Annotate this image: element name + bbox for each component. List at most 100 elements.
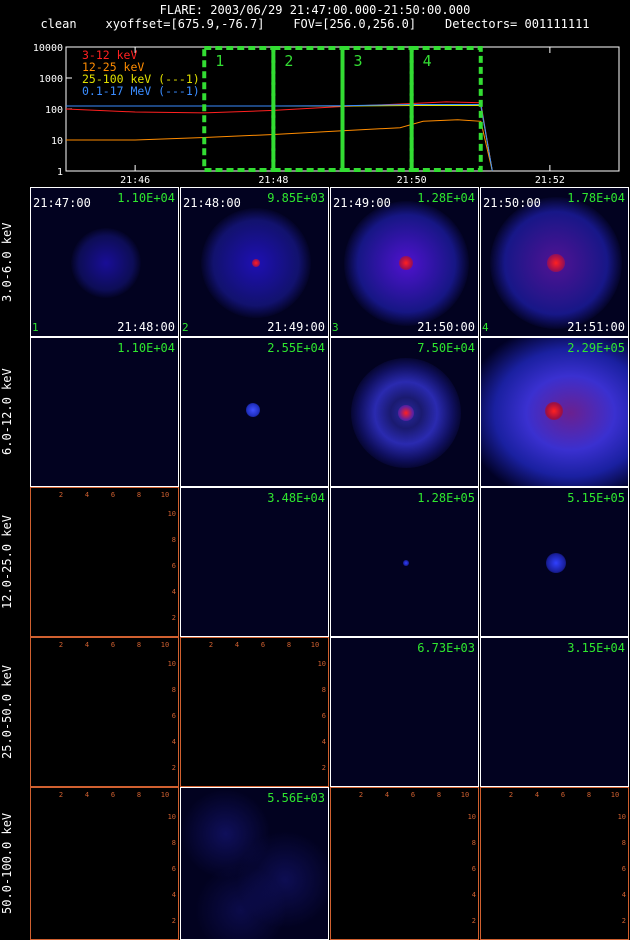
x-tick-label: 21:46 <box>120 175 150 186</box>
image-max-label: 1.78E+04 <box>567 191 625 205</box>
legend-entry: 0.1-17 MeV (---1) <box>82 84 200 98</box>
x-tick-label: 21:48 <box>258 175 288 186</box>
empty-y-tick: 2 <box>472 917 476 925</box>
empty-y-tick: 10 <box>318 660 326 668</box>
flare-title: FLARE: 2003/06/29 21:47:00.000-21:50:00.… <box>159 3 471 17</box>
image-panel: 5.15E+05 <box>480 487 629 637</box>
image-panel: 7.50E+04 <box>330 337 479 487</box>
source-core <box>545 402 563 420</box>
image-panel: 1.78E+04 21:50:00 21:51:00 4 <box>480 187 629 337</box>
series-line <box>66 119 493 172</box>
image-max-label: 6.73E+03 <box>417 641 475 655</box>
image-max-label: 1.28E+05 <box>417 491 475 505</box>
interval-label: 2 <box>284 52 293 70</box>
empty-x-tick: 2 <box>359 791 363 799</box>
empty-y-tick: 6 <box>172 712 176 720</box>
interval-box <box>340 46 414 172</box>
empty-x-tick: 6 <box>261 641 265 649</box>
image-panel: 2 2 4 4 6 6 8 8 10 10 <box>480 787 629 940</box>
legend-entry: 3-12 keV <box>82 48 137 62</box>
empty-axis: 2 2 4 4 6 6 8 8 10 10 <box>509 791 626 925</box>
empty-y-tick: 6 <box>322 712 326 720</box>
interval-index-label: 4 <box>482 321 489 334</box>
image-panel: 2 2 4 4 6 6 8 8 10 10 <box>330 787 479 940</box>
interval-box <box>202 46 276 172</box>
image-panel: 2.29E+05 <box>480 337 629 487</box>
y-tick-label: 100 <box>45 105 63 116</box>
image-grid: 3.0-6.0 keV 1.10E+04 21:47:00 21:48:00 1 9.85… <box>0 187 630 940</box>
empty-x-tick: 8 <box>587 791 591 799</box>
image-max-label: 7.50E+04 <box>417 341 475 355</box>
empty-axis-ticks: 2 2 4 4 6 6 8 8 10 10 <box>181 638 328 786</box>
time-end-label: 21:48:00 <box>117 320 175 334</box>
empty-x-tick: 2 <box>59 491 63 499</box>
image-max-label: 3.15E+04 <box>567 641 625 655</box>
image-panel: 2 2 4 4 6 6 8 8 10 10 <box>30 637 179 787</box>
y-tick-label: 1 <box>57 167 63 178</box>
empty-x-tick: 8 <box>137 491 141 499</box>
empty-axis-ticks: 2 2 4 4 6 6 8 8 10 10 <box>331 788 478 939</box>
source-core <box>399 256 413 270</box>
empty-x-tick: 10 <box>611 791 619 799</box>
empty-y-tick: 4 <box>322 738 326 746</box>
time-end-label: 21:50:00 <box>417 320 475 334</box>
image-max-label: 5.56E+03 <box>267 791 325 805</box>
image-max-label: 1.10E+04 <box>117 191 175 205</box>
empty-axis: 2 2 4 4 6 6 8 8 10 10 <box>359 791 476 925</box>
image-panel: 3.15E+04 <box>480 637 629 787</box>
y-tick-label: 10000 <box>33 43 63 54</box>
empty-x-tick: 2 <box>509 791 513 799</box>
source-halo <box>71 228 141 298</box>
empty-y-tick: 2 <box>622 917 626 925</box>
empty-x-tick: 2 <box>209 641 213 649</box>
time-start-label: 21:49:00 <box>333 196 391 210</box>
energy-band-label: 6.0-12.0 keV <box>0 368 14 456</box>
empty-y-tick: 6 <box>172 562 176 570</box>
y-tick-label: 10 <box>51 136 63 147</box>
legend-entry: 12-25 keV <box>82 60 144 74</box>
empty-y-tick: 10 <box>468 813 476 821</box>
empty-axis-ticks: 2 2 4 4 6 6 8 8 10 10 <box>481 788 628 939</box>
empty-y-tick: 2 <box>322 764 326 772</box>
empty-y-tick: 8 <box>322 686 326 694</box>
interval-label: 3 <box>354 52 363 70</box>
image-panel: 1.10E+04 21:47:00 21:48:00 1 <box>30 187 179 337</box>
image-params: clean xyoffset=[675.9,-76.7] FOV=[256.0,… <box>40 17 590 31</box>
empty-x-tick: 6 <box>411 791 415 799</box>
source-core <box>546 553 566 573</box>
source-core <box>403 560 409 566</box>
empty-y-tick: 4 <box>622 891 626 899</box>
empty-y-tick: 10 <box>168 510 176 518</box>
image-max-label: 2.55E+04 <box>267 341 325 355</box>
empty-y-tick: 4 <box>172 891 176 899</box>
image-panel: 1.28E+04 21:49:00 21:50:00 3 <box>330 187 479 337</box>
empty-x-tick: 10 <box>311 641 319 649</box>
empty-x-tick: 4 <box>235 641 239 649</box>
image-max-label: 1.10E+04 <box>117 341 175 355</box>
legend-entry: 25-100 keV (---1) <box>82 72 200 86</box>
x-tick-label: 21:50 <box>397 175 427 186</box>
energy-band-label: 12.0-25.0 keV <box>0 515 14 609</box>
empty-y-tick: 8 <box>172 686 176 694</box>
image-panel: 2 2 4 4 6 6 8 8 10 10 <box>180 637 329 787</box>
interval-box <box>409 46 483 172</box>
empty-y-tick: 10 <box>168 813 176 821</box>
empty-y-tick: 8 <box>622 839 626 847</box>
image-panel: 1.10E+04 <box>30 337 179 487</box>
time-end-label: 21:49:00 <box>267 320 325 334</box>
empty-x-tick: 10 <box>161 791 169 799</box>
empty-y-tick: 8 <box>472 839 476 847</box>
empty-axis: 2 2 4 4 6 6 8 8 10 10 <box>59 641 176 772</box>
image-panel: 1.28E+05 <box>330 487 479 637</box>
empty-axis: 2 2 4 4 6 6 8 8 10 10 <box>59 491 176 622</box>
source-core <box>252 259 260 267</box>
time-end-label: 21:51:00 <box>567 320 625 334</box>
image-panel: 2.55E+04 <box>180 337 329 487</box>
energy-band-label: 25.0-50.0 keV <box>0 665 14 759</box>
empty-x-tick: 10 <box>161 491 169 499</box>
image-panel: 6.73E+03 <box>330 637 479 787</box>
image-max-label: 5.15E+05 <box>567 491 625 505</box>
empty-y-tick: 4 <box>172 738 176 746</box>
time-start-label: 21:47:00 <box>33 196 91 210</box>
empty-y-tick: 6 <box>172 865 176 873</box>
